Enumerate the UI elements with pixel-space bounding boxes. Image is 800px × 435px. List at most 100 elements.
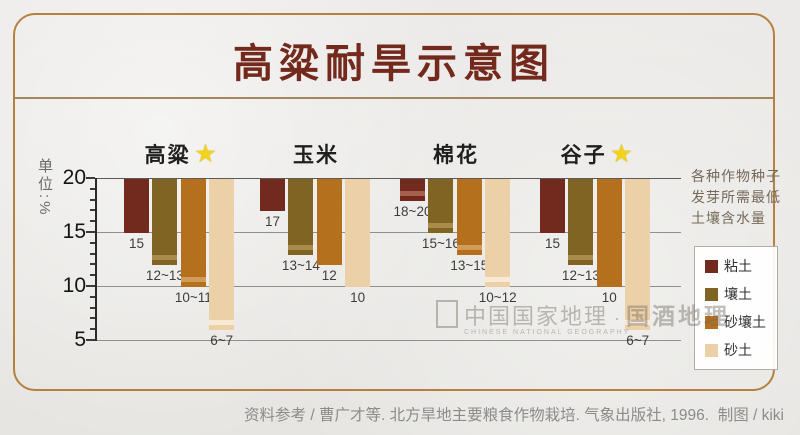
annotation-line: 土壤含水量 [691,210,766,226]
y-tick-mark [90,263,95,266]
bar-棉花-砂土 [485,179,511,287]
bar-棉花-砂壤土 [456,179,482,255]
page-title: 高粱耐旱示意图 [233,42,555,86]
legend-label: 砂壤土 [724,314,766,330]
watermark: 中国国家地理 · 国酒地理 CHINESE NATIONAL GEOGRAPHY [436,297,730,336]
category-label-text: 谷子 [560,144,607,167]
y-tick-label-5: 5 [74,328,86,351]
legend: 粘土 壤土 砂壤土 砂土 [694,246,778,370]
y-tick-mark [86,285,95,287]
watermark-text-2: 国酒地理 [626,304,731,329]
legend-label: 砂土 [724,342,752,358]
bar-value-label: 17 [264,214,281,229]
legend-label: 粘土 [724,258,752,274]
legend-item-砂土: 砂土 [705,340,773,360]
y-tick-mark [90,241,95,244]
bar-玉米-砂土 [345,179,371,287]
y-tick-mark [90,274,95,277]
y-tick-mark [86,231,95,233]
legend-item-壤土: 壤土 [705,284,773,304]
y-tick-mark [86,339,95,341]
y-tick-mark [90,328,95,331]
legend-item-粘土: 粘土 [705,256,773,276]
bar-range-stripe [152,255,178,260]
bar-value-label: 10 [350,290,366,305]
bar-range-stripe [400,191,425,196]
y-tick-mark [90,306,95,309]
y-tick-mark [90,220,95,223]
y-tick-mark [90,187,95,190]
gridline-10 [96,286,681,287]
bar-range-stripe [485,277,511,282]
category-label-棉花: 棉花 [400,141,512,167]
bar-value-label: 12~13 [561,268,600,283]
y-tick-mark [90,198,95,201]
bar-range-stripe [288,245,314,250]
bar-玉米-粘土 [260,179,285,211]
watermark-text: 中国国家地理 [464,304,609,329]
watermark-separator: · [614,308,621,328]
category-label-text: 玉米 [293,144,339,167]
y-tick-mark [90,295,95,298]
bar-棉花-壤土 [428,179,454,233]
y-axis-unit-label: 单位:% [36,158,53,218]
star-icon: ★ [611,141,632,166]
legend-label: 壤土 [724,286,752,302]
gridline-5 [96,340,681,341]
bar-棉花-粘土 [400,179,425,201]
bar-谷子-砂壤土 [596,179,622,287]
legend-swatch-icon [705,259,718,273]
chart-annotation: 各种作物种子 发芽所需最低 土壤含水量 [691,166,781,229]
watermark-logo-icon [436,300,458,328]
bar-value-label: 13~15 [450,258,489,273]
y-tick-mark [90,209,95,212]
category-label-高粱: 高粱 ★ [124,141,236,168]
legend-item-砂壤土: 砂壤土 [705,312,773,332]
legend-swatch-icon [705,315,718,329]
y-tick-label-20: 20 [62,166,86,189]
bar-谷子-砂土 [625,179,651,330]
gridline-15 [96,232,681,233]
bar-value-label: 15~16 [421,236,460,251]
y-axis-line [95,178,97,341]
bar-value-label: 6~7 [626,333,650,348]
bar-range-stripe [428,223,454,228]
bar-玉米-砂壤土 [316,179,342,265]
bar-value-label: 10~12 [478,290,517,305]
star-icon: ★ [195,141,216,166]
bar-谷子-粘土 [540,179,565,233]
y-tick-mark [86,177,95,179]
bar-range-stripe [209,320,235,325]
gridline-20 [96,178,681,179]
source-caption: 资料参考 / 曹广才等. 北方旱地主要粮食作物栽培. 气象出版社, 1996. … [244,407,784,424]
bar-range-stripe [625,320,651,325]
y-tick-mark [90,317,95,320]
bar-高粱-砂壤土 [180,179,206,287]
bar-value-label: 15 [544,236,561,251]
card-border [13,13,775,391]
bar-谷子-壤土 [568,179,594,265]
bar-value-label: 10~11 [174,290,212,305]
bar-value-label: 15 [128,236,145,251]
bar-range-stripe [568,255,594,260]
bar-value-label: 12~13 [145,268,184,283]
y-tick-mark [90,252,95,255]
bar-value-label: 18~20 [393,204,432,219]
bar-range-stripe [456,245,482,250]
legend-swatch-icon [705,343,718,357]
y-tick-label-10: 10 [62,274,86,297]
annotation-line: 各种作物种子 [691,168,781,184]
bar-value-label: 10 [601,290,617,305]
category-label-玉米: 玉米 [260,141,372,167]
annotation-line: 发芽所需最低 [691,189,781,205]
category-label-text: 高粱 [144,144,191,167]
bar-value-label: 6~7 [210,333,234,348]
bar-高粱-粘土 [124,179,149,233]
category-label-text: 棉花 [433,144,479,167]
y-tick-label-15: 15 [62,220,86,243]
bar-高粱-砂土 [209,179,235,330]
watermark-subtext: CHINESE NATIONAL GEOGRAPHY [464,329,631,336]
title-divider [14,97,774,99]
